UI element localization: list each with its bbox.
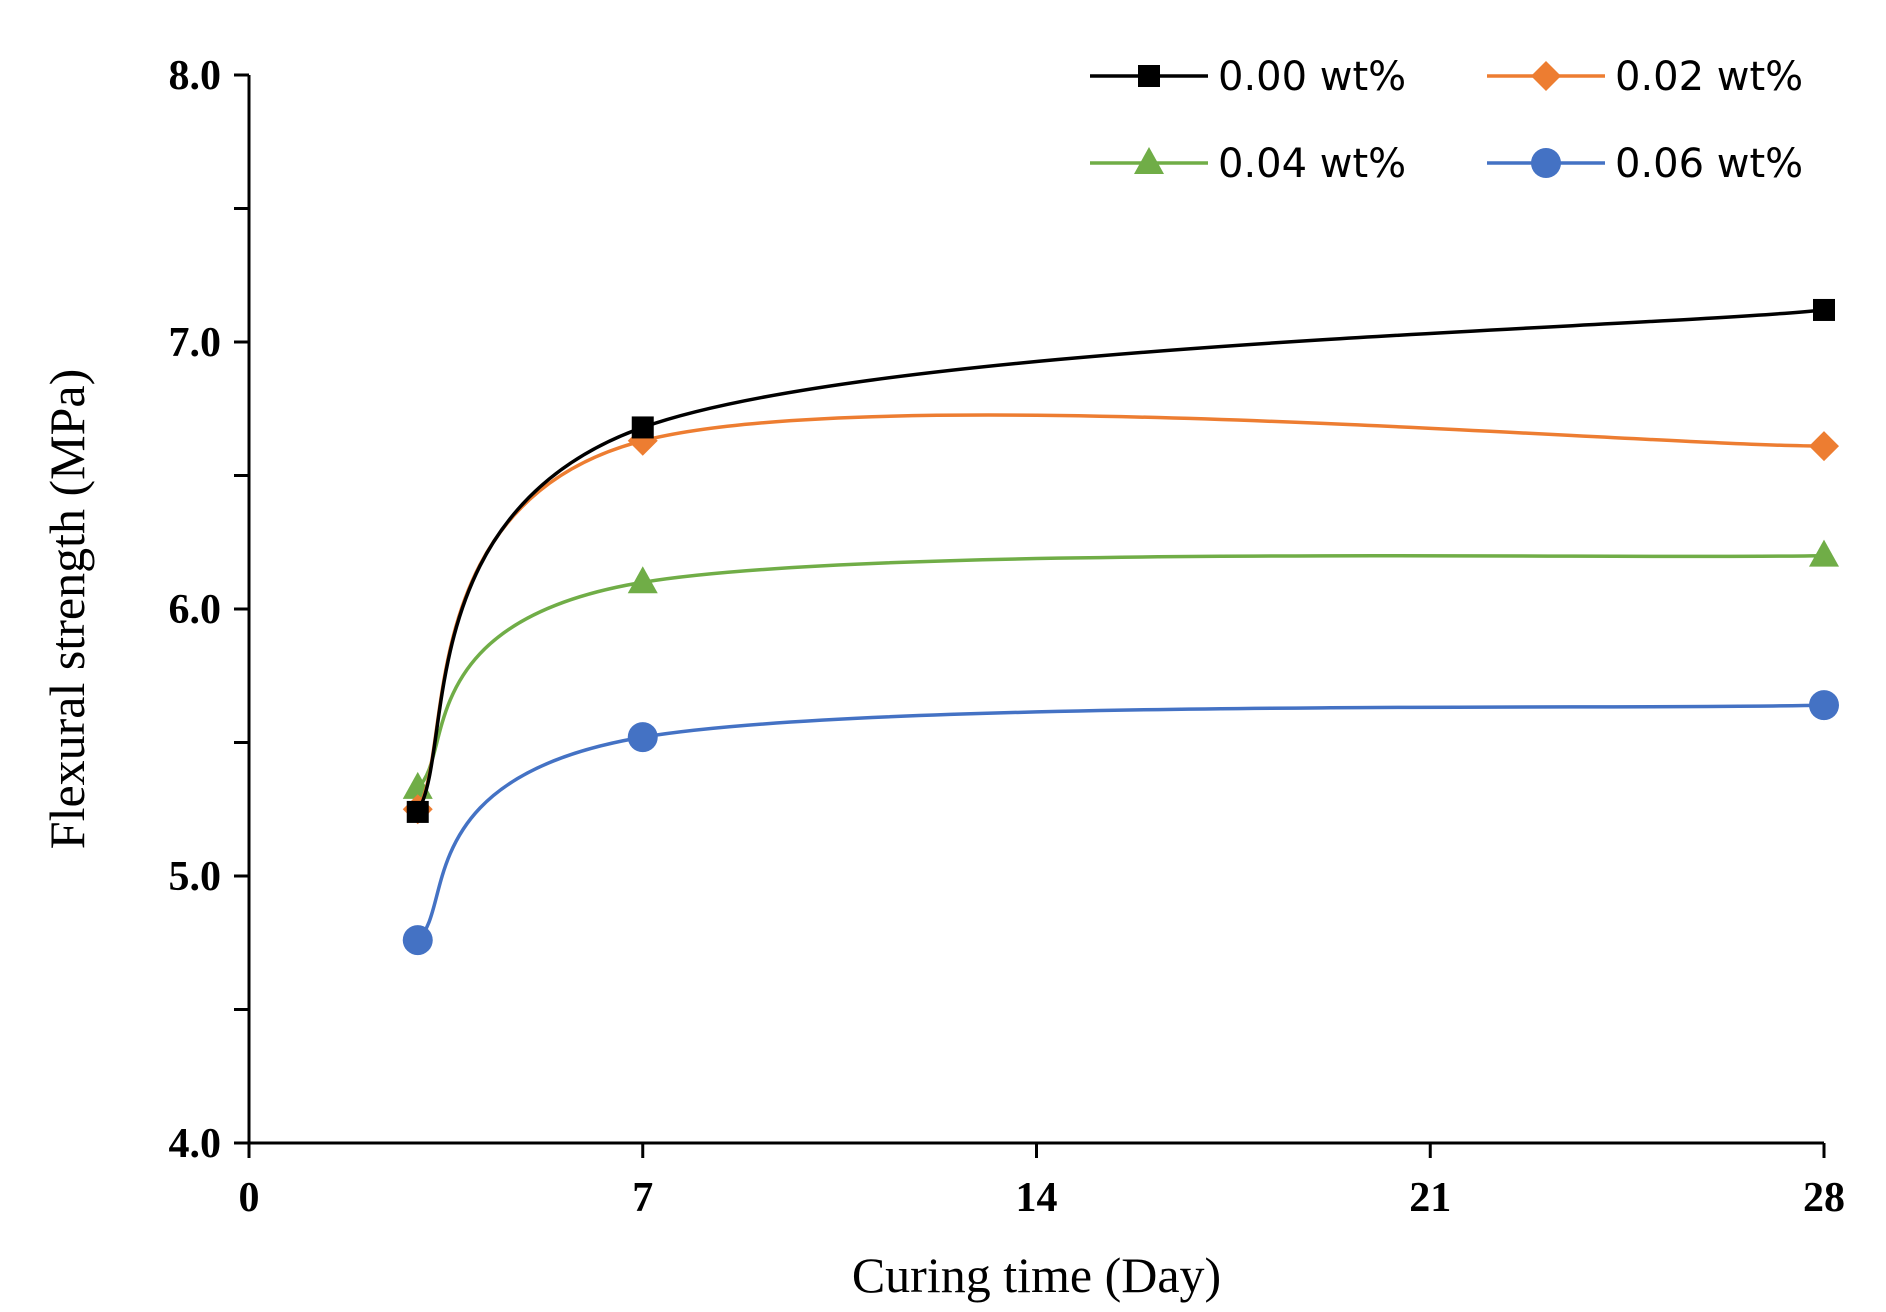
- data-point-004: [627, 566, 658, 594]
- series-layer: [402, 298, 1839, 956]
- data-point-004: [1809, 539, 1839, 567]
- x-ticks: 0 7 14 21 28: [239, 1143, 1845, 1221]
- y-tick-label: 5.0: [169, 854, 222, 900]
- legend-marker: [1531, 61, 1561, 91]
- legend-item-004: 0.04 wt%: [1090, 141, 1406, 187]
- legend-marker: [1134, 147, 1164, 174]
- x-tick-label: 7: [632, 1175, 653, 1221]
- y-ticks: 4.0 5.0 6.0 7.0 8.0: [169, 53, 249, 1167]
- series-000: [406, 298, 1835, 823]
- data-point-006: [627, 722, 658, 753]
- series-line-002: [416, 413, 1825, 811]
- legend-label: 0.00 wt%: [1218, 54, 1406, 100]
- x-tick-label: 14: [1016, 1175, 1058, 1221]
- data-point-000: [406, 800, 429, 823]
- y-tick-label: 6.0: [169, 587, 222, 633]
- data-point-006: [402, 925, 433, 956]
- legend-item-000: 0.00 wt%: [1090, 54, 1406, 100]
- data-point-006: [1809, 690, 1839, 721]
- legend-label: 0.06 wt%: [1615, 141, 1803, 187]
- series-006: [402, 690, 1839, 956]
- series-line-004: [416, 553, 1825, 790]
- y-axis-title: Flexural strength (MPa): [39, 369, 95, 849]
- legend-item-002: 0.02 wt%: [1487, 54, 1803, 100]
- legend-marker: [1138, 65, 1160, 87]
- series-002: [402, 413, 1839, 825]
- data-point-000: [1813, 298, 1835, 321]
- y-tick-label: 8.0: [169, 53, 222, 99]
- x-tick-label: 21: [1409, 1175, 1451, 1221]
- axes: 4.0 5.0 6.0 7.0 8.0 0 7 14 21 28: [169, 53, 1846, 1221]
- x-axis-title: Curing time (Day): [852, 1247, 1221, 1303]
- legend-marker: [1531, 148, 1561, 178]
- legend-label: 0.02 wt%: [1615, 54, 1803, 100]
- series-004: [402, 539, 1839, 799]
- legend: 0.00 wt% 0.02 wt% 0.04 wt% 0.06 wt%: [1090, 54, 1803, 187]
- x-tick-label: 28: [1803, 1175, 1845, 1221]
- series-line-006: [416, 703, 1825, 942]
- y-tick-label: 4.0: [169, 1121, 222, 1167]
- x-tick-label: 0: [239, 1175, 260, 1221]
- data-point-000: [631, 416, 654, 439]
- series-line-000: [416, 308, 1825, 813]
- data-point-002: [1809, 431, 1839, 462]
- y-tick-label: 7.0: [169, 320, 222, 366]
- legend-label: 0.04 wt%: [1218, 141, 1406, 187]
- legend-item-006: 0.06 wt%: [1487, 141, 1803, 187]
